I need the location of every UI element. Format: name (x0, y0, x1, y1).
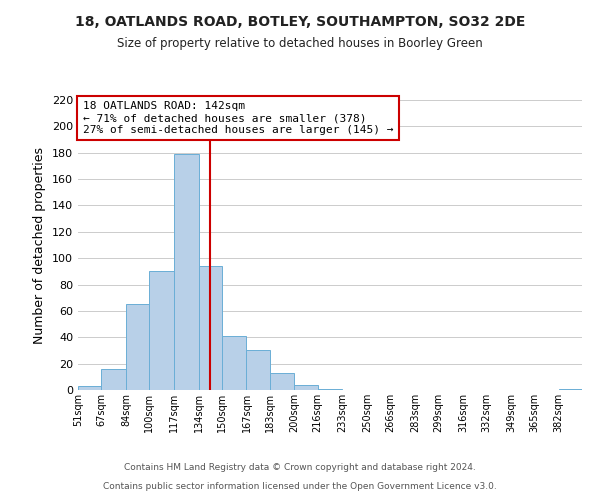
Text: Size of property relative to detached houses in Boorley Green: Size of property relative to detached ho… (117, 38, 483, 51)
Bar (295, 384, 317, 390)
Bar (559, 388, 582, 390)
Bar (78, 386, 101, 390)
Bar (101, 369, 126, 390)
Text: 18 OATLANDS ROAD: 142sqm
← 71% of detached houses are smaller (378)
27% of semi-: 18 OATLANDS ROAD: 142sqm ← 71% of detach… (83, 102, 394, 134)
Text: Contains public sector information licensed under the Open Government Licence v3: Contains public sector information licen… (103, 482, 497, 491)
Bar (247, 350, 270, 390)
Bar (126, 304, 149, 390)
Text: 18, OATLANDS ROAD, BOTLEY, SOUTHAMPTON, SO32 2DE: 18, OATLANDS ROAD, BOTLEY, SOUTHAMPTON, … (75, 15, 525, 29)
Bar (149, 272, 174, 390)
Bar (270, 373, 295, 390)
Text: Contains HM Land Registry data © Crown copyright and database right 2024.: Contains HM Land Registry data © Crown c… (124, 464, 476, 472)
Bar (317, 388, 343, 390)
Bar (199, 266, 222, 390)
Bar (174, 154, 199, 390)
Y-axis label: Number of detached properties: Number of detached properties (34, 146, 46, 344)
Bar (222, 336, 247, 390)
